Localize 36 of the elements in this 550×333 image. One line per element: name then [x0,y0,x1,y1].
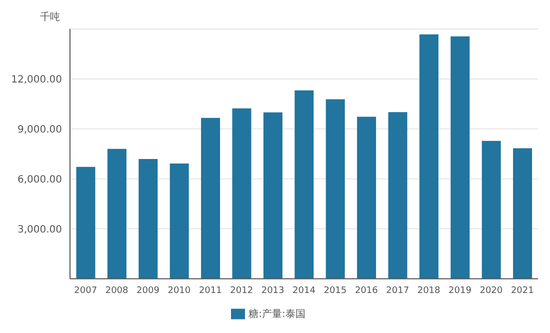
x-tick-label: 2007 [74,286,98,296]
y-tick-label: 6,000.00 [17,174,62,186]
bar [326,99,345,279]
y-tick-label: 12,000.00 [11,74,62,86]
x-tick-label: 2008 [105,286,129,296]
x-tick-label: 2017 [386,286,410,296]
bar [138,159,158,279]
legend-label: 糖:产量:泰国 [248,308,306,320]
y-axis-title: 千吨 [40,10,60,24]
bar [419,34,438,279]
x-tick-label: 2015 [324,286,347,296]
x-tick-label: 2009 [136,286,160,296]
bar [201,118,220,279]
bar [357,116,376,279]
bar [482,140,501,279]
x-tick-label: 2018 [417,286,441,296]
bar [294,90,314,279]
x-tick-label: 2011 [198,286,222,296]
bar [107,148,126,279]
bar [388,112,408,279]
x-tick-label: 2013 [261,286,284,296]
bar [263,112,282,279]
y-tick-label: 3,000.00 [17,224,62,236]
bar [170,164,189,279]
bar [513,148,532,279]
x-tick-label: 2012 [230,286,254,296]
x-tick-label: 2014 [292,286,316,296]
x-tick-label: 2010 [168,286,191,296]
bar [450,36,470,279]
bar [232,108,252,279]
x-tick-label: 2019 [448,286,472,296]
x-tick-label: 2020 [480,286,503,296]
y-tick-label: 9,000.00 [17,124,62,136]
x-tick-label: 2021 [510,286,534,296]
bar [76,166,96,279]
x-tick-label: 2016 [354,286,378,296]
